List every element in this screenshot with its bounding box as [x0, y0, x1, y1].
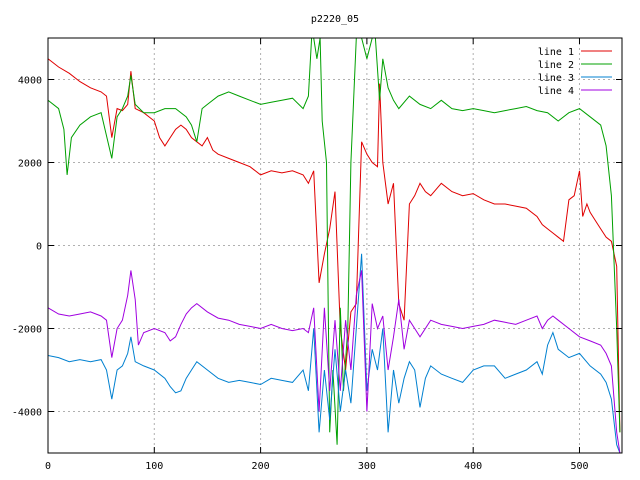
series-line-4 — [48, 270, 621, 453]
series-line-3 — [48, 253, 621, 453]
y-tick-label: 4000 — [18, 76, 42, 87]
x-tick-label: 200 — [252, 461, 270, 472]
x-tick-label: 300 — [358, 461, 376, 472]
legend-label: line 1 — [538, 47, 574, 58]
legend-label: line 4 — [538, 86, 574, 97]
x-tick-label: 100 — [145, 461, 163, 472]
x-tick-label: 400 — [464, 461, 482, 472]
series-lines — [48, 38, 621, 453]
axis-ticks: 0 100 200 300 400 500 -4000 -2000 0 2000 4000 — [12, 38, 622, 472]
x-tick-label: 0 — [45, 461, 51, 472]
series-line-1 — [48, 58, 621, 433]
chart-title: p2220_05 — [311, 14, 359, 25]
legend: line 1 line 2 line 3 line 4 — [538, 47, 612, 97]
y-tick-label: 0 — [36, 242, 42, 253]
y-tick-label: 2000 — [18, 159, 42, 170]
y-tick-label: -2000 — [12, 325, 42, 336]
x-tick-label: 500 — [570, 461, 588, 472]
y-tick-label: -4000 — [12, 408, 42, 419]
legend-label: line 3 — [538, 73, 574, 84]
legend-label: line 2 — [538, 60, 574, 71]
series-line-2 — [48, 38, 621, 445]
